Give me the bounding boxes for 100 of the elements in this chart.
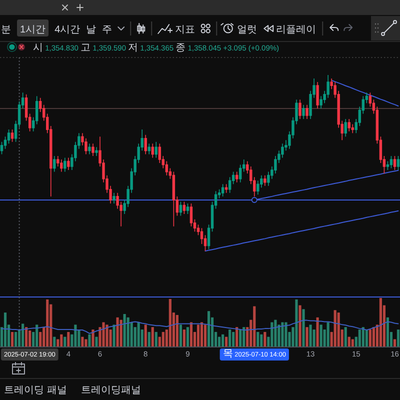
- candlestick: [67, 157, 70, 170]
- candlestick: [316, 82, 319, 109]
- bar: [351, 339, 354, 346]
- bar: [334, 310, 336, 346]
- candlestick: [179, 201, 182, 216]
- bar: [256, 332, 260, 346]
- bar: [298, 305, 302, 346]
- candlestick: [53, 156, 56, 172]
- text: 얼럿: [237, 24, 258, 36]
- candlestick: [390, 156, 393, 169]
- bar: [242, 327, 246, 346]
- bar: [358, 330, 361, 346]
- bar: [39, 332, 42, 346]
- bar: [222, 334, 224, 346]
- bar: [126, 317, 130, 346]
- bar: [106, 324, 108, 346]
- bar: [236, 327, 238, 346]
- bar: [154, 332, 158, 346]
- candlestick: [182, 201, 186, 214]
- bar: [253, 306, 256, 346]
- bar: [326, 322, 330, 346]
- bar: [179, 324, 182, 346]
- bar: [232, 332, 235, 346]
- bar: [260, 334, 263, 346]
- bar: [200, 322, 204, 346]
- bar: [28, 330, 32, 346]
- bar: [264, 332, 266, 346]
- bar: [348, 336, 350, 346]
- bar: [365, 330, 368, 346]
- candlestick: [344, 118, 347, 137]
- bar: [60, 334, 63, 346]
- bar: [151, 327, 154, 346]
- bar: [309, 324, 312, 346]
- bar: [144, 324, 147, 346]
- candlestick: [151, 143, 154, 158]
- candlestick: [88, 143, 91, 155]
- bar: [284, 322, 288, 346]
- bar: [362, 327, 364, 346]
- bar: [67, 332, 70, 346]
- text: 4시간: [54, 24, 80, 36]
- candlestick: [224, 184, 228, 194]
- bar: [92, 330, 94, 346]
- text: 1시간: [20, 24, 46, 36]
- bar: [379, 298, 382, 346]
- candlestick: [302, 104, 305, 120]
- candlestick: [264, 174, 266, 186]
- bar: [372, 327, 375, 346]
- candlestick: [306, 104, 308, 120]
- bar: [225, 336, 228, 346]
- candlestick: [172, 171, 176, 227]
- bar: [81, 336, 84, 346]
- candlestick: [64, 157, 66, 172]
- bar: [302, 309, 305, 346]
- candlestick: [393, 156, 396, 170]
- bar: [320, 324, 322, 346]
- bar: [120, 320, 122, 346]
- bar: [396, 330, 400, 346]
- text: 주: [102, 24, 112, 36]
- candlestick: [60, 159, 63, 172]
- bar: [190, 322, 193, 346]
- text: 분: [1, 24, 11, 36]
- candlestick: [95, 146, 98, 156]
- bar: [228, 330, 232, 346]
- candlestick: [112, 192, 116, 204]
- bar: [337, 312, 340, 346]
- text: 트레이딩 패널: [4, 385, 67, 396]
- bar: [386, 317, 390, 346]
- bar: [186, 327, 190, 346]
- candlestick: [221, 184, 224, 197]
- candlestick: [348, 118, 350, 132]
- bar: [196, 324, 200, 346]
- candlestick: [235, 171, 238, 183]
- bar: [10, 332, 14, 346]
- bar: [281, 322, 284, 346]
- bar: [123, 314, 126, 346]
- bar: [36, 324, 38, 346]
- bar: [53, 336, 56, 346]
- bar: [25, 327, 28, 346]
- candlestick: [298, 99, 302, 120]
- bar: [274, 320, 277, 346]
- bar: [344, 327, 347, 346]
- candlestick: [396, 156, 400, 170]
- bar: [368, 330, 372, 346]
- bar: [204, 324, 207, 346]
- bar: [306, 327, 308, 346]
- bar: [64, 336, 66, 346]
- text: 트레이딩패널: [80, 385, 141, 396]
- bar: [74, 324, 77, 346]
- bar: [168, 298, 172, 346]
- bar: [393, 339, 396, 346]
- bar: [207, 311, 210, 346]
- bar: [239, 330, 242, 346]
- text: 날: [86, 24, 96, 36]
- bar: [4, 312, 7, 346]
- bar: [22, 324, 24, 346]
- bar: [176, 314, 178, 346]
- text: 지표: [175, 24, 196, 36]
- text: 리플레이: [276, 24, 316, 36]
- candlestick: [186, 203, 190, 214]
- bar: [84, 339, 88, 346]
